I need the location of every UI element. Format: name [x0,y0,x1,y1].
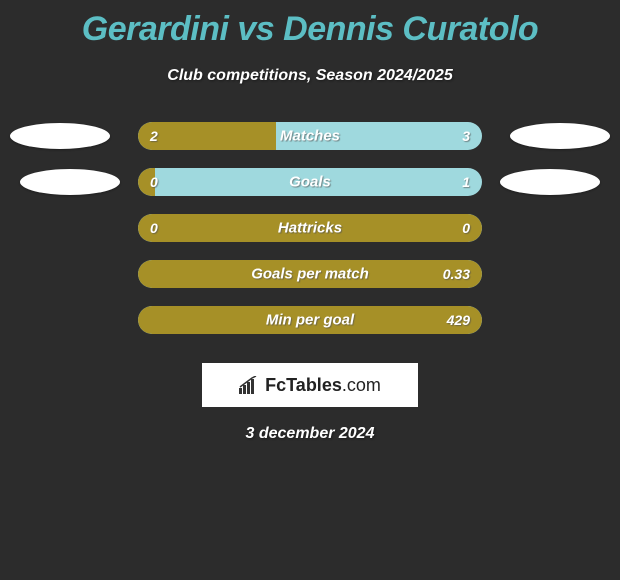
player-left-marker [10,123,110,149]
stat-row: 23Matches [0,113,620,159]
stat-bar-fill [138,306,482,334]
stat-bar: 01Goals [138,168,482,196]
stat-bar: 23Matches [138,122,482,150]
stat-bar-fill [138,168,155,196]
subtitle: Club competitions, Season 2024/2025 [0,67,620,85]
stat-bar-fill [138,122,276,150]
stat-bar: 429Min per goal [138,306,482,334]
player-left-marker [20,169,120,195]
comparison-chart: 23Matches 01Goals 00Hattricks 0.33Goals per… [0,113,620,343]
date-line: 3 december 2024 [0,425,620,443]
logo-badge: FcTables.com [202,363,418,407]
stat-row: 01Goals [0,159,620,205]
logo-chart-icon [239,376,261,394]
stat-label: Goals [138,174,482,191]
stat-bar-fill [138,214,482,242]
stat-bar-fill [138,260,482,288]
page-title: Gerardini vs Dennis Curatolo [0,0,620,49]
stat-value-right: 3 [462,128,470,144]
logo-text: FcTables.com [265,375,381,396]
stat-row: 00Hattricks [0,205,620,251]
stat-bar: 00Hattricks [138,214,482,242]
stat-row: 0.33Goals per match [0,251,620,297]
stat-value-right: 1 [462,174,470,190]
stat-row: 429Min per goal [0,297,620,343]
player-right-marker [510,123,610,149]
player-right-marker [500,169,600,195]
stat-bar: 0.33Goals per match [138,260,482,288]
